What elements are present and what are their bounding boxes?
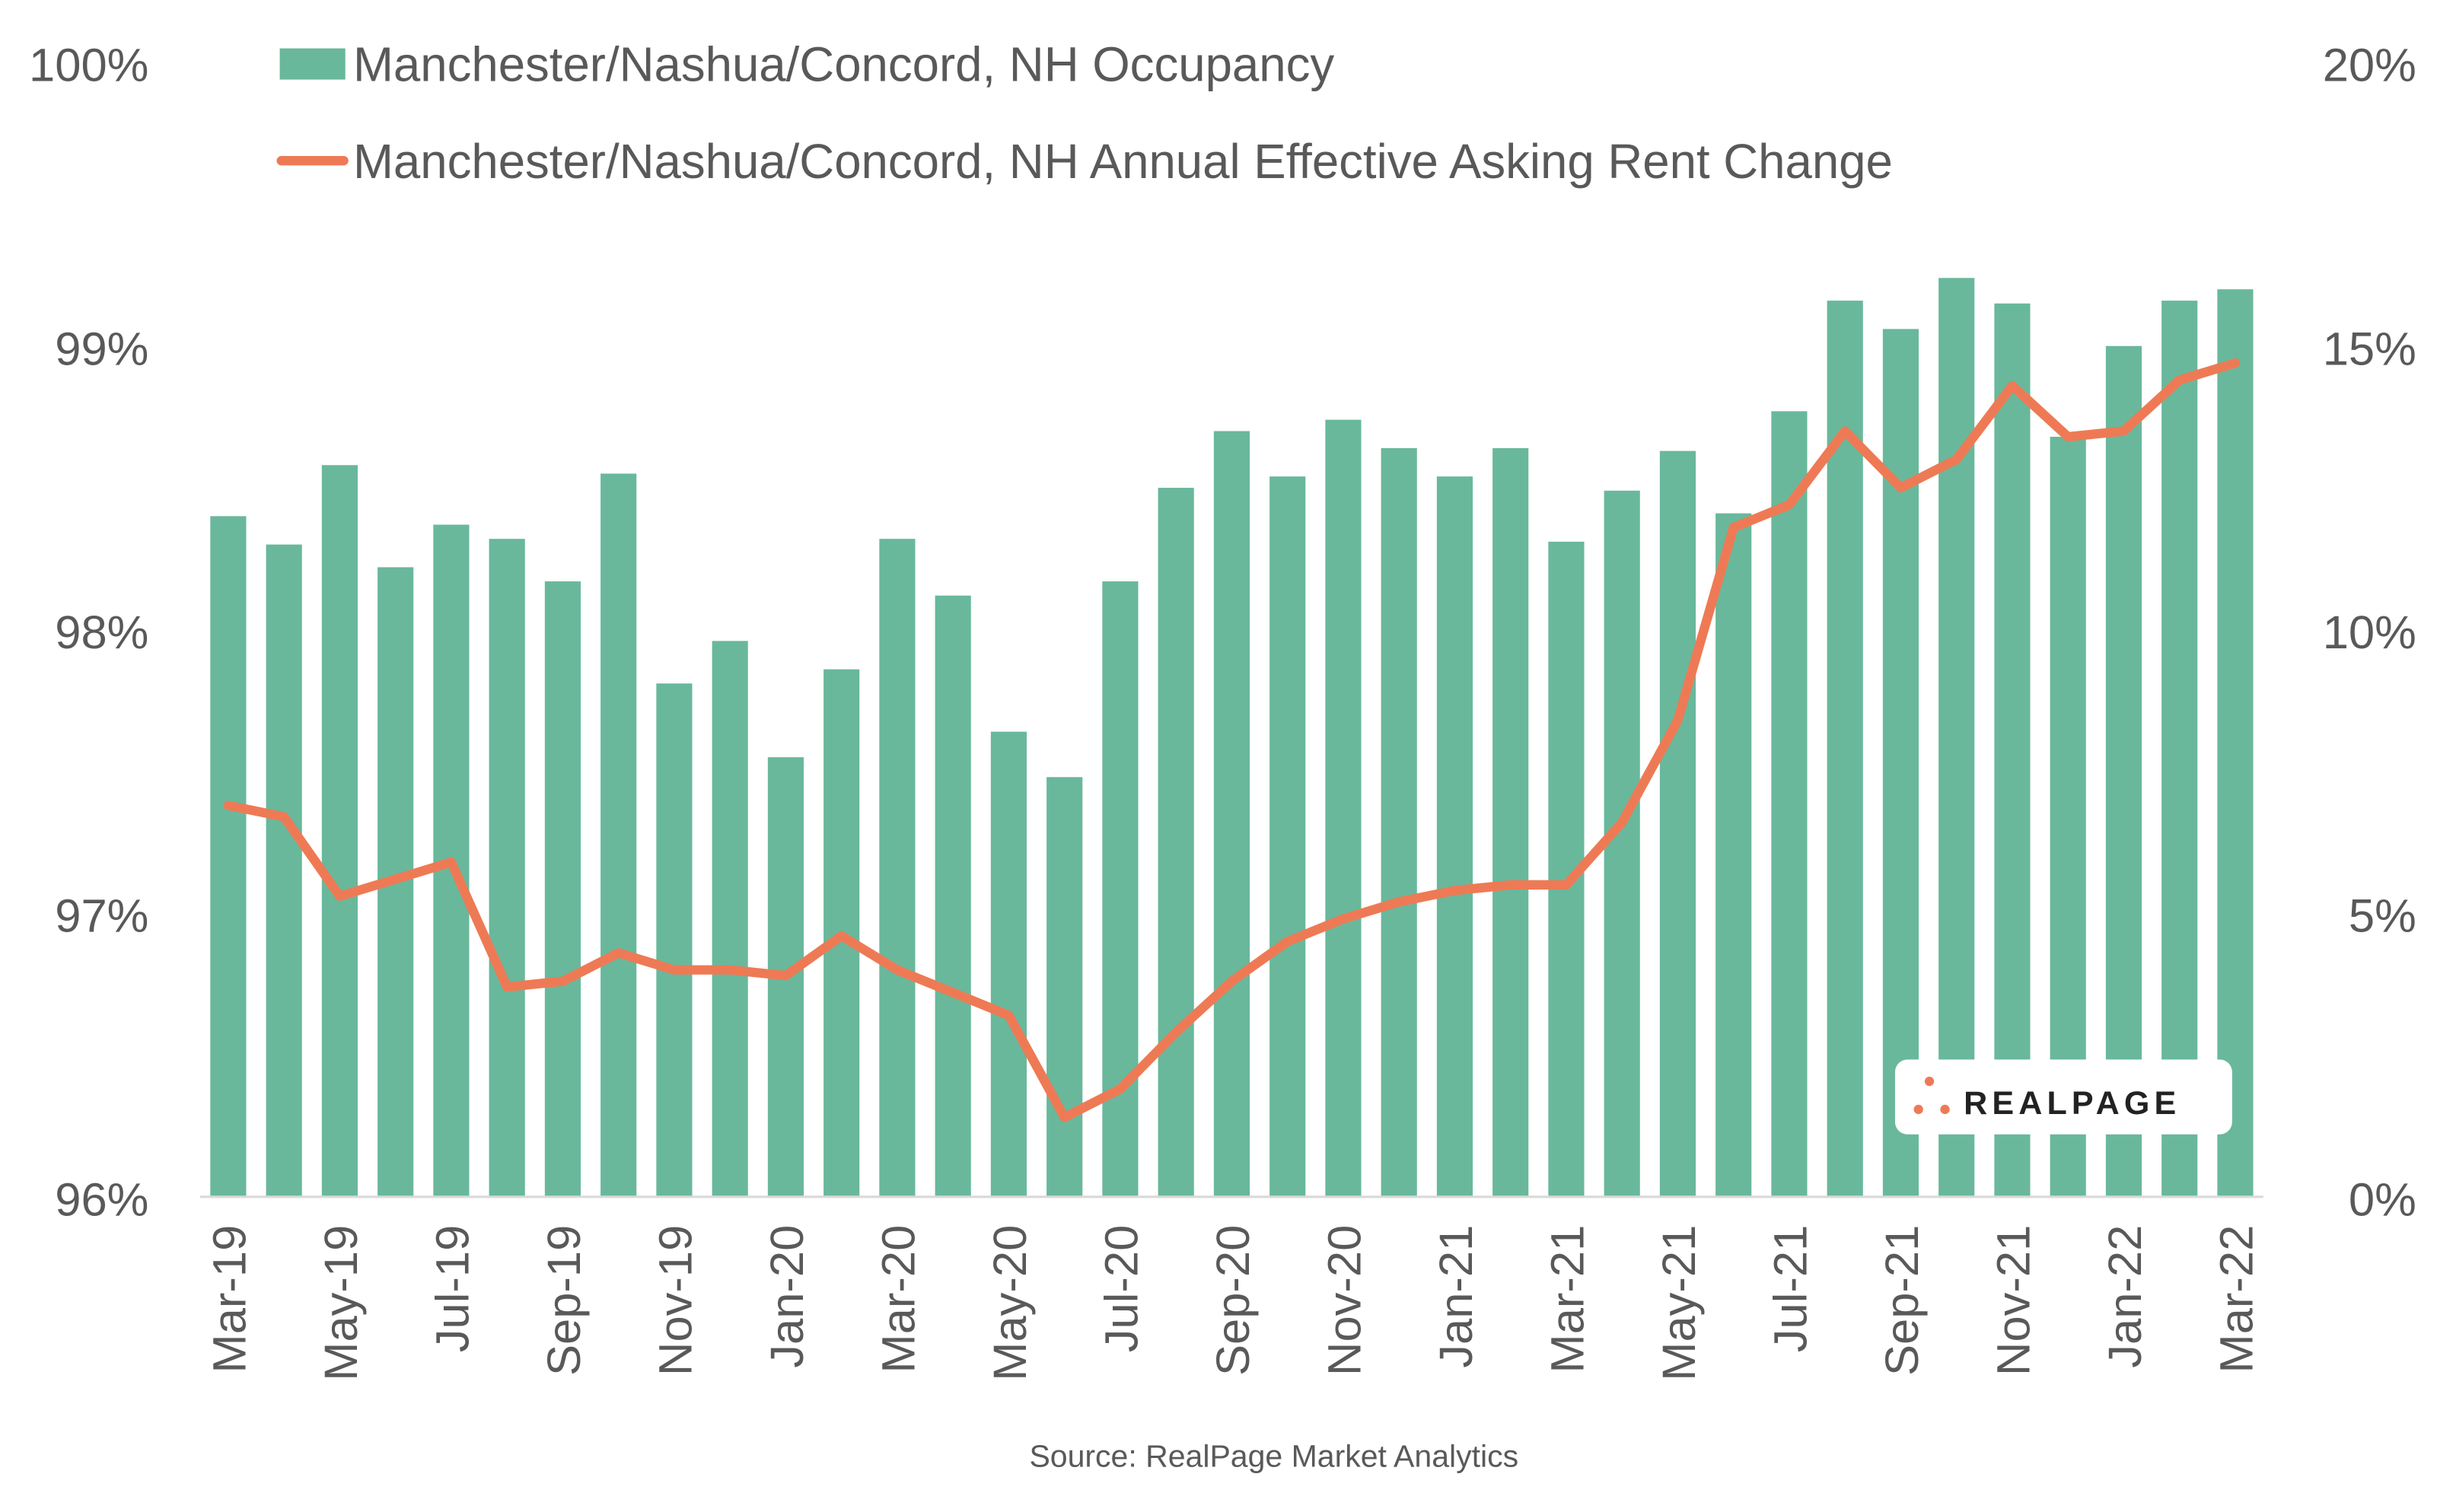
bar-Oct-21 [1938, 278, 1975, 1197]
source-note: Source: RealPage Market Analytics [1029, 1439, 1518, 1474]
x-tick: Mar-21 [1541, 1225, 1594, 1374]
bar-Jan-22 [2105, 345, 2142, 1197]
y-left-tick: 99% [55, 323, 148, 375]
x-tick: May-20 [984, 1225, 1037, 1381]
y-right-tick: 15% [2323, 323, 2416, 375]
bar-May-19 [321, 465, 358, 1197]
bar-Apr-20 [935, 595, 971, 1197]
legend-label-occupancy: Manchester/Nashua/Concord, NH Occupancy [353, 38, 1334, 92]
bar-Jun-20 [1046, 777, 1083, 1197]
bar-Mar-20 [879, 539, 916, 1197]
y-right-tick: 0% [2349, 1173, 2416, 1226]
bar-Nov-20 [1325, 419, 1362, 1197]
x-tick: Mar-19 [203, 1225, 256, 1374]
legend-label-rent-change: Manchester/Nashua/Concord, NH Annual Eff… [353, 135, 1893, 189]
rent-change-line-group [223, 358, 2241, 1122]
x-tick: May-21 [1653, 1225, 1706, 1381]
bar-Dec-20 [1381, 447, 1417, 1197]
logo-text: REALPAGE [1964, 1085, 2181, 1122]
x-tick: Jul-19 [426, 1225, 479, 1353]
x-tick: Nov-19 [649, 1225, 702, 1376]
occupancy-bars [210, 278, 2254, 1197]
bar-Mar-22 [2217, 289, 2254, 1197]
bar-Feb-22 [2161, 301, 2198, 1197]
bar-Sep-19 [544, 581, 581, 1197]
bar-Aug-20 [1158, 488, 1194, 1197]
x-tick: Jan-21 [1430, 1225, 1483, 1368]
bar-Oct-20 [1269, 476, 1306, 1197]
y-axis-right: 0% 5% 10% 15% 20% [2323, 40, 2416, 1227]
bar-May-21 [1659, 450, 1696, 1197]
legend: Manchester/Nashua/Concord, NH Occupancy … [276, 38, 1893, 189]
y-right-tick: 10% [2323, 606, 2416, 659]
bar-Aug-19 [489, 539, 525, 1197]
bar-Sep-20 [1213, 431, 1250, 1197]
bar-Nov-21 [1994, 303, 2031, 1197]
bar-Nov-19 [656, 683, 693, 1197]
x-tick: Mar-22 [2211, 1225, 2263, 1374]
x-tick: Nov-21 [1987, 1225, 2040, 1376]
y-left-tick: 96% [55, 1173, 148, 1226]
x-tick: Sep-20 [1207, 1225, 1260, 1376]
bar-May-20 [990, 731, 1027, 1197]
y-left-tick: 100% [29, 40, 148, 92]
y-right-tick: 5% [2349, 890, 2416, 943]
x-tick: Sep-19 [538, 1225, 591, 1376]
y-axis-left: 96% 97% 98% 99% 100% [29, 40, 148, 1227]
bar-Apr-21 [1604, 490, 1640, 1197]
legend-swatch-occupancy [279, 48, 346, 80]
bar-Dec-19 [712, 641, 748, 1197]
x-axis-ticks: Mar-19 May-19 Jul-19 Sep-19 Nov-19 Jan-20 Mar-… [203, 1225, 2263, 1381]
realpage-logo: REALPAGE [1894, 1059, 2232, 1135]
bar-Jul-20 [1102, 581, 1139, 1197]
x-tick: Nov-20 [1318, 1225, 1371, 1376]
x-tick: Jan-22 [2099, 1225, 2152, 1368]
x-tick: Jul-20 [1095, 1225, 1148, 1353]
y-left-tick: 98% [55, 606, 148, 659]
bar-Feb-21 [1492, 447, 1529, 1197]
y-right-tick: 20% [2323, 40, 2416, 92]
bar-Oct-19 [600, 473, 637, 1197]
bar-Jul-21 [1771, 411, 1808, 1197]
x-tick: Mar-20 [872, 1225, 925, 1374]
x-tick: Sep-21 [1876, 1225, 1929, 1376]
bar-Jan-21 [1436, 476, 1473, 1197]
y-left-tick: 97% [55, 890, 148, 943]
x-tick: May-19 [315, 1225, 368, 1381]
bar-Apr-19 [266, 544, 302, 1197]
x-tick: Jul-21 [1764, 1225, 1817, 1353]
bar-Jun-21 [1715, 513, 1752, 1197]
bar-Mar-19 [210, 516, 247, 1197]
x-tick: Jan-20 [761, 1225, 814, 1368]
